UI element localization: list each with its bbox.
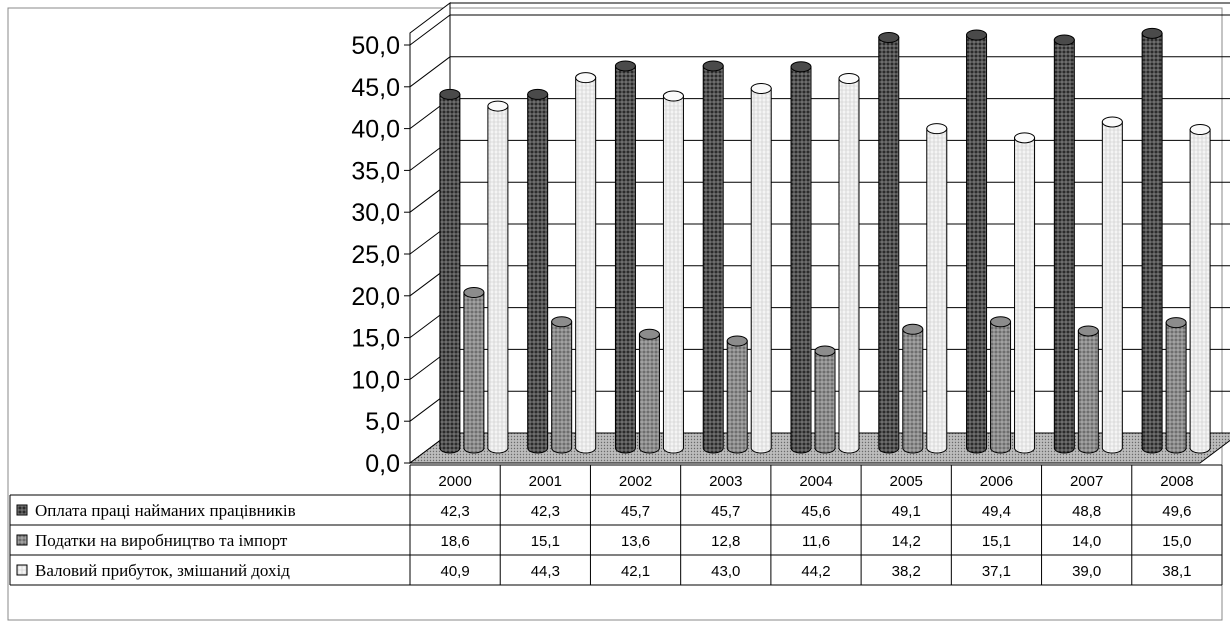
- data-label: 44,3: [531, 563, 560, 580]
- data-label: 48,8: [1072, 503, 1101, 520]
- category-label: 2002: [619, 473, 652, 490]
- bar-series0-2003: [702, 60, 724, 454]
- bar-series2-2001: [575, 72, 597, 454]
- y-tick-label: 20,0: [351, 283, 400, 311]
- y-tick-label: 35,0: [351, 157, 400, 185]
- bar-series1-2007: [1077, 325, 1099, 454]
- bar-series0-2005: [878, 32, 900, 454]
- data-label: 37,1: [982, 563, 1011, 580]
- data-label: 14,0: [1072, 533, 1101, 550]
- legend-entry: Валовий прибуток, змішаний дохід: [35, 561, 290, 580]
- y-axis: 0,0 5,0 10,0 15,0 20,0 25,0 30,0 35,0 40,0 45,0 50…: [351, 32, 411, 478]
- bar-series1-2002: [638, 328, 660, 454]
- data-label: 15,1: [982, 533, 1011, 550]
- bar-series2-2007: [1101, 116, 1123, 454]
- category-label: 2000: [438, 473, 471, 490]
- bar-series1-2008: [1165, 317, 1187, 454]
- legend-entry: Податки на виробництво та імпорт: [35, 531, 288, 550]
- bar-series1-2000: [463, 287, 485, 454]
- bar-series1-2003: [726, 335, 748, 454]
- bar-series1-2001: [551, 316, 573, 454]
- data-label: 13,6: [621, 533, 650, 550]
- category-label: 2001: [529, 473, 562, 490]
- data-label: 11,6: [802, 533, 830, 550]
- category-label: 2007: [1070, 473, 1103, 490]
- data-label: 42,1: [621, 563, 650, 580]
- bar-series2-2002: [662, 90, 684, 454]
- data-label: 49,1: [892, 503, 921, 520]
- data-label: 45,7: [711, 503, 740, 520]
- bar-series1-2004: [814, 345, 836, 454]
- y-tick-label: 5,0: [365, 408, 400, 436]
- bar-series2-2000: [487, 100, 509, 454]
- bar-series1-2005: [902, 323, 924, 454]
- data-label: 14,2: [892, 533, 921, 550]
- data-label: 45,6: [801, 503, 830, 520]
- data-label: 45,7: [621, 503, 650, 520]
- data-label: 15,1: [531, 533, 560, 550]
- category-label: 2008: [1160, 473, 1193, 490]
- y-tick-label: 30,0: [351, 199, 400, 227]
- bar-series2-2005: [926, 123, 948, 454]
- data-table: 2000 2001 2002 2003 2004 2005 2006 2007 2008 Опла…: [9, 464, 1223, 586]
- chart-bars: [439, 27, 1211, 454]
- data-label: 12,8: [711, 533, 740, 550]
- bar-series0-2004: [790, 61, 812, 454]
- bar-series2-2006: [1014, 132, 1036, 454]
- legend-swatch: [16, 564, 28, 576]
- bar-series0-2007: [1053, 34, 1075, 454]
- y-tick-label: 15,0: [351, 325, 400, 353]
- y-tick-label: 45,0: [351, 74, 400, 102]
- legend-swatch: [16, 504, 28, 516]
- y-tick-label: 10,0: [351, 366, 400, 394]
- data-label: 42,3: [441, 503, 470, 520]
- legend-entry: Оплата праці найманих працівників: [35, 501, 296, 520]
- bar-series1-2006: [990, 316, 1012, 454]
- bar-series2-2003: [750, 83, 772, 454]
- data-label: 18,6: [441, 533, 470, 550]
- legend-swatch: [16, 534, 28, 546]
- y-tick-label: 50,0: [351, 32, 400, 60]
- data-label: 38,2: [892, 563, 921, 580]
- y-tick-label: 40,0: [351, 116, 400, 144]
- data-label: 44,2: [801, 563, 830, 580]
- data-label: 40,9: [441, 563, 470, 580]
- data-label: 49,6: [1162, 503, 1191, 520]
- data-label: 43,0: [711, 563, 740, 580]
- data-label: 39,0: [1072, 563, 1101, 580]
- bar-series0-2002: [614, 60, 636, 454]
- category-label: 2005: [890, 473, 923, 490]
- category-label: 2004: [799, 473, 832, 490]
- category-label: 2006: [980, 473, 1013, 490]
- bar-series2-2008: [1189, 123, 1211, 454]
- category-label: 2003: [709, 473, 742, 490]
- data-label: 15,0: [1162, 533, 1191, 550]
- y-tick-label: 0,0: [365, 450, 400, 478]
- data-label: 38,1: [1162, 563, 1191, 580]
- data-label: 42,3: [531, 503, 560, 520]
- bar-series0-2001: [527, 88, 549, 454]
- bar-series2-2004: [838, 72, 860, 454]
- data-label: 49,4: [982, 503, 1011, 520]
- bar-series0-2006: [966, 29, 988, 454]
- y-tick-label: 25,0: [351, 241, 400, 269]
- bar-series0-2000: [439, 88, 461, 454]
- bar-series0-2008: [1141, 27, 1163, 454]
